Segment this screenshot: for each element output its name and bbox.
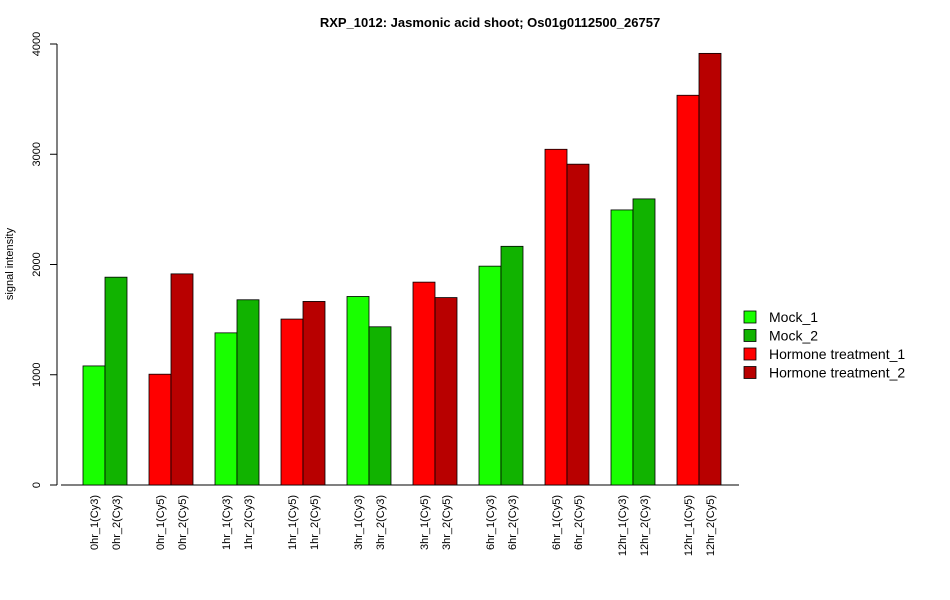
legend-swatch <box>743 347 757 361</box>
legend-swatch <box>743 329 757 342</box>
bar <box>610 209 634 486</box>
bar <box>632 198 656 486</box>
y-tick-label: 1000 <box>31 363 43 387</box>
y-tick-label: 0 <box>31 482 43 488</box>
legend-swatch <box>743 366 757 379</box>
x-tick-label: 3hr_1(Cy3) <box>353 495 365 550</box>
x-tick-label: 12hr_1(Cy5) <box>683 495 695 556</box>
bar <box>346 296 370 486</box>
bar <box>170 273 194 486</box>
y-tick-label: 3000 <box>31 142 43 166</box>
x-tick-label: 0hr_1(Cy3) <box>89 495 101 550</box>
bar <box>368 326 392 486</box>
x-axis-tick-labels: 0hr_1(Cy3) 0hr_2(Cy3) 0hr_1(Cy5) 0hr_2(Cy5)… <box>89 495 717 556</box>
x-tick-label: 1hr_2(Cy5) <box>309 495 321 550</box>
legend-label: Mock_2 <box>769 328 818 344</box>
legend-label: Mock_1 <box>769 309 818 325</box>
x-tick-label: 6hr_1(Cy5) <box>551 495 563 550</box>
bar <box>236 299 260 486</box>
legend-label: Hormone treatment_1 <box>769 346 905 362</box>
x-tick-label: 0hr_2(Cy3) <box>111 495 123 550</box>
x-tick-label: 12hr_2(Cy3) <box>639 495 651 556</box>
bar <box>148 373 172 486</box>
chart-title: RXP_1012: Jasmonic acid shoot; Os01g0112… <box>320 15 660 30</box>
bar <box>544 148 568 486</box>
x-tick-label: 0hr_2(Cy5) <box>177 495 189 550</box>
bar <box>434 297 458 486</box>
legend: Mock_1 Mock_2 Hormone treatment_1 Hormone t… <box>743 309 905 381</box>
bar <box>412 281 436 486</box>
x-tick-label: 12hr_2(Cy5) <box>705 495 717 556</box>
y-tick-label: 2000 <box>31 252 43 276</box>
bar <box>214 332 238 486</box>
x-tick-label: 1hr_1(Cy3) <box>221 495 233 550</box>
bars <box>82 52 722 486</box>
bar <box>676 94 700 486</box>
x-tick-label: 3hr_1(Cy5) <box>419 495 431 550</box>
bar <box>698 52 722 486</box>
legend-label: Hormone treatment_2 <box>769 365 905 381</box>
legend-swatch <box>743 310 757 324</box>
x-tick-label: 0hr_1(Cy5) <box>155 495 167 550</box>
x-tick-label: 6hr_2(Cy5) <box>573 495 585 550</box>
bar <box>280 318 304 486</box>
y-tick-label: 4000 <box>31 32 43 56</box>
bar <box>478 265 502 486</box>
x-tick-label: 1hr_1(Cy5) <box>287 495 299 550</box>
x-tick-label: 1hr_2(Cy3) <box>243 495 255 550</box>
y-axis-ticks: 0 1000 2000 3000 4000 <box>31 32 57 488</box>
x-tick-label: 6hr_2(Cy3) <box>507 495 519 550</box>
bar <box>302 301 326 486</box>
x-tick-label: 3hr_2(Cy5) <box>441 495 453 550</box>
bar <box>82 365 106 486</box>
bar <box>566 163 590 486</box>
x-tick-label: 6hr_1(Cy3) <box>485 495 497 550</box>
x-tick-label: 12hr_1(Cy3) <box>617 495 629 556</box>
y-axis-label: signal intensity <box>4 227 16 300</box>
x-tick-label: 3hr_2(Cy3) <box>375 495 387 550</box>
bar <box>500 245 524 486</box>
bar <box>104 276 128 486</box>
